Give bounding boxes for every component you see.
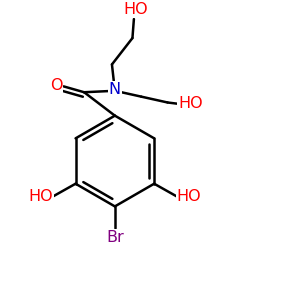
Text: O: O <box>50 78 63 93</box>
Text: HO: HO <box>123 2 148 17</box>
Text: N: N <box>109 82 121 97</box>
Text: HO: HO <box>176 189 201 204</box>
Text: Br: Br <box>106 230 124 245</box>
Text: HO: HO <box>29 189 53 204</box>
Text: HO: HO <box>178 96 203 111</box>
